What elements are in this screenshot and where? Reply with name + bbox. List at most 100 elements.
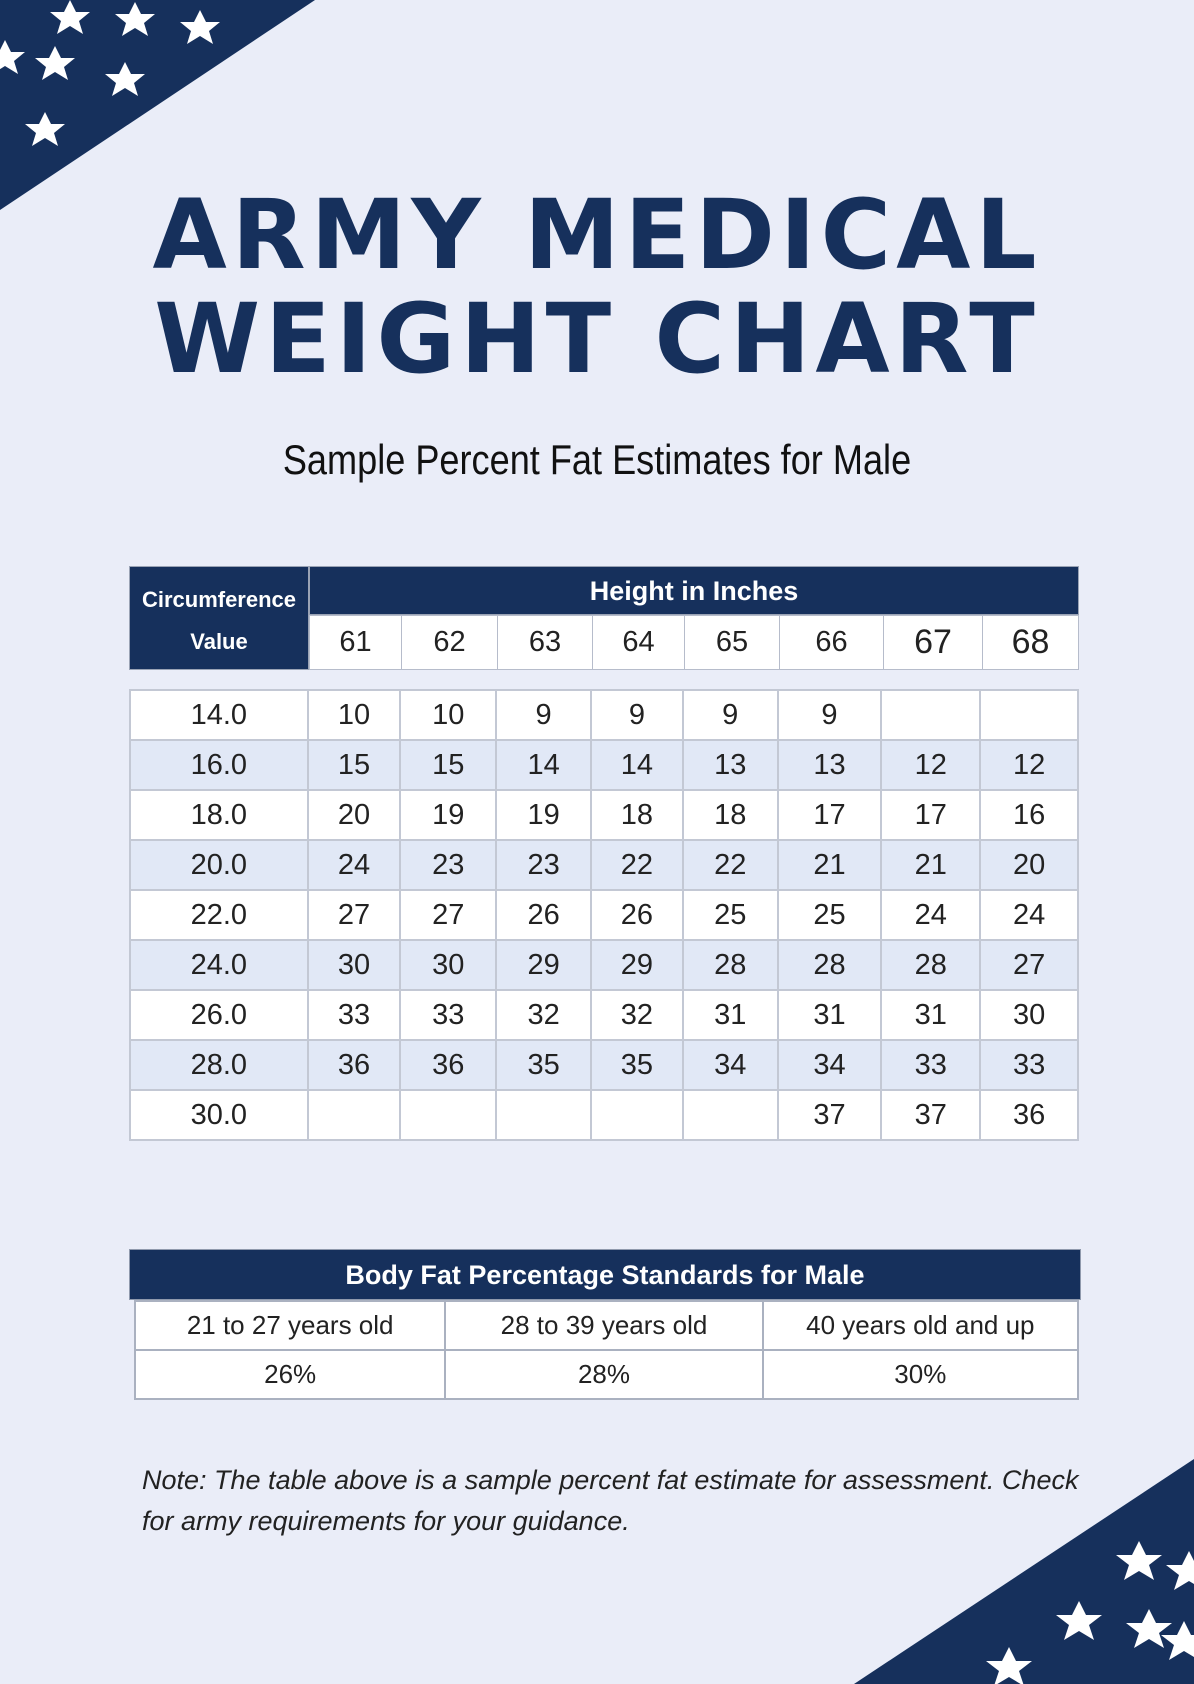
height-header-cell: 68 [983, 615, 1079, 670]
percent-fat-cell: 27 [979, 939, 1079, 991]
percent-fat-cell: 19 [495, 789, 592, 841]
star-icon [105, 62, 145, 96]
star-icon [0, 0, 220, 146]
percent-fat-cell: 17 [880, 789, 982, 841]
percent-fat-cell: 36 [399, 1039, 498, 1091]
table-row: 14.0 10 10 9 9 9 9 [129, 689, 1079, 741]
height-header-cell: 67 [884, 615, 983, 670]
percent-fat-cell: 26 [590, 889, 684, 941]
star-icon [50, 0, 90, 34]
percent-fat-cell: 12 [979, 739, 1079, 791]
percent-fat-cell: 9 [681, 689, 779, 741]
percent-fat-cell: 27 [399, 889, 498, 941]
note-text: Note: The table above is a sample percen… [142, 1465, 1079, 1536]
percent-fat-cell: 26 [495, 889, 592, 941]
standards-header: Body Fat Percentage Standards for Male [129, 1249, 1081, 1300]
percent-fat-cell: 37 [880, 1089, 982, 1141]
percent-fat-cell: 14 [590, 739, 684, 791]
percent-fat-cell: 9 [495, 689, 592, 741]
table-row: 26% 28% 30% [133, 1349, 1080, 1400]
star-icon [1126, 1609, 1172, 1648]
percent-fat-cell: 23 [495, 839, 592, 891]
circumference-cell: 22.0 [129, 889, 309, 941]
percentage-cell: 28% [444, 1349, 764, 1400]
percent-fat-table: 14.0 10 10 9 9 9 9 16.0 15 15 14 14 13 13 12 12 18.0 20 19… [129, 689, 1079, 1141]
star-icon [1166, 1551, 1194, 1590]
percent-fat-cell: 12 [880, 739, 982, 791]
table-row: 28.0 36 36 35 35 34 34 33 33 [129, 1039, 1079, 1091]
circumference-header: Circumference Value [129, 566, 309, 670]
corner-stars-top-left [0, 0, 315, 210]
percent-fat-cell: 16 [979, 789, 1079, 841]
percent-fat-cell: 30 [306, 939, 402, 991]
star-icon [115, 2, 155, 36]
percent-fat-cell: 17 [776, 789, 883, 841]
percent-fat-cell: 36 [306, 1039, 402, 1091]
percent-fat-cell: 21 [776, 839, 883, 891]
circumference-cell: 30.0 [129, 1089, 309, 1141]
percent-fat-cell: 28 [776, 939, 883, 991]
page-subtitle: Sample Percent Fat Estimates for Male [282, 436, 912, 483]
percent-fat-cell: 33 [399, 989, 498, 1041]
percent-fat-cell: 23 [399, 839, 498, 891]
percent-fat-cell: 33 [979, 1039, 1079, 1091]
percent-fat-cell: 24 [979, 889, 1079, 941]
age-group-cell: 21 to 27 years old [133, 1300, 447, 1351]
percent-fat-cell: 31 [681, 989, 779, 1041]
corner-stars-bottom-right [854, 1459, 1194, 1684]
circumference-cell: 14.0 [129, 689, 309, 741]
star-icon [25, 112, 65, 146]
percent-fat-cell: 15 [306, 739, 402, 791]
height-values-row: 61 62 63 64 65 66 67 68 [309, 615, 1079, 670]
percent-fat-cell: 18 [590, 789, 684, 841]
percentage-cell: 26% [133, 1349, 447, 1400]
percent-fat-cell: 24 [880, 889, 982, 941]
table-row: 16.0 15 15 14 14 13 13 12 12 [129, 739, 1079, 791]
title-line-1: ARMY MEDICAL [152, 179, 1042, 291]
table-row: 26.0 33 33 32 32 31 31 31 30 [129, 989, 1079, 1041]
star-icon [0, 40, 25, 74]
star-icon [986, 1647, 1032, 1684]
table-row: 21 to 27 years old 28 to 39 years old 40… [133, 1300, 1080, 1351]
percentage-cell: 30% [761, 1349, 1080, 1400]
percent-fat-cell [979, 689, 1079, 741]
percent-fat-cell: 35 [495, 1039, 592, 1091]
percent-fat-cell: 37 [776, 1089, 883, 1141]
table-row: 20.0 24 23 23 22 22 21 21 20 [129, 839, 1079, 891]
percent-fat-cell: 20 [979, 839, 1079, 891]
circumference-cell: 24.0 [129, 939, 309, 991]
percent-fat-cell: 31 [880, 989, 982, 1041]
percent-fat-cell: 20 [306, 789, 402, 841]
circumference-cell: 18.0 [129, 789, 309, 841]
percent-fat-cell: 32 [590, 989, 684, 1041]
percent-fat-cell: 13 [776, 739, 883, 791]
percent-fat-cell: 36 [979, 1089, 1079, 1141]
height-header-cell: 64 [593, 615, 685, 670]
table-row: 24.0 30 30 29 29 28 28 28 27 [129, 939, 1079, 991]
percent-fat-cell: 10 [399, 689, 498, 741]
height-header-cell: 63 [498, 615, 593, 670]
percent-fat-cell: 24 [306, 839, 402, 891]
percent-fat-cell: 18 [681, 789, 779, 841]
table-row: 22.0 27 27 26 26 25 25 24 24 [129, 889, 1079, 941]
height-header-cell: 65 [685, 615, 780, 670]
height-header-cell: 66 [780, 615, 884, 670]
percent-fat-cell: 15 [399, 739, 498, 791]
percent-fat-cell: 19 [399, 789, 498, 841]
percent-fat-cell: 27 [306, 889, 402, 941]
percent-fat-cell [495, 1089, 592, 1141]
circumference-header-line-1: Circumference [141, 587, 297, 612]
star-icon [1056, 1601, 1102, 1640]
circumference-cell: 28.0 [129, 1039, 309, 1091]
percent-fat-cell: 21 [880, 839, 982, 891]
star-icon [1161, 1621, 1194, 1660]
percent-fat-cell: 29 [495, 939, 592, 991]
percent-fat-cell: 9 [776, 689, 883, 741]
percent-fat-cell [306, 1089, 402, 1141]
percent-fat-cell: 22 [681, 839, 779, 891]
percent-fat-cell: 33 [306, 989, 402, 1041]
percent-fat-cell: 30 [979, 989, 1079, 1041]
percent-fat-cell [590, 1089, 684, 1141]
age-group-cell: 28 to 39 years old [444, 1300, 764, 1351]
percent-fat-cell: 32 [495, 989, 592, 1041]
